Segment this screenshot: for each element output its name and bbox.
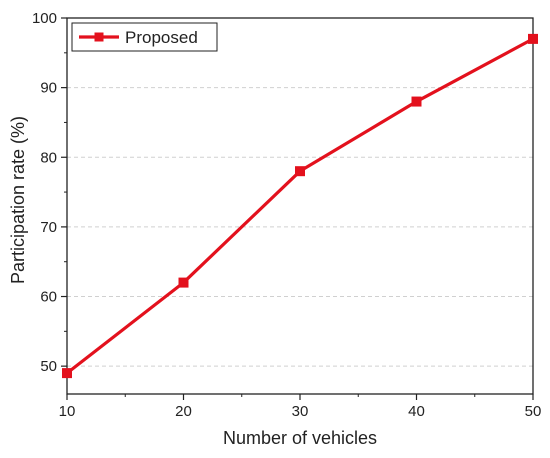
- y-tick-label-100: 100: [32, 10, 57, 27]
- y-tick-label-50: 50: [40, 358, 57, 375]
- legend-marker: [94, 32, 104, 42]
- x-tick-label-30: 30: [292, 403, 309, 420]
- y-tick-label-70: 70: [40, 219, 57, 236]
- x-tick-label-40: 40: [408, 403, 425, 420]
- x-tick-label-10: 10: [59, 403, 76, 420]
- legend[interactable]: Proposed: [71, 22, 218, 52]
- grid-lines: [67, 87, 533, 367]
- y-tick-label-80: 80: [40, 149, 57, 166]
- axes: [66, 17, 534, 395]
- y-tick-label-90: 90: [40, 80, 57, 97]
- data-point-10: [62, 368, 72, 379]
- x-axis-label: Number of vehicles: [223, 428, 377, 448]
- legend-label: Proposed: [125, 28, 198, 47]
- data-point-50: [528, 33, 538, 44]
- data-point-40: [411, 96, 422, 107]
- tick-labels: 50 60 70 80 90 100 10 20 30 40 50: [32, 10, 541, 420]
- ticks: [61, 17, 534, 400]
- y-axis-label: Participation rate (%): [8, 116, 28, 284]
- series-line-0: [66, 37, 534, 375]
- data-point-20: [178, 277, 189, 288]
- y-tick-label-60: 60: [40, 289, 57, 306]
- x-tick-label-50: 50: [525, 403, 542, 420]
- x-tick-label-20: 20: [175, 403, 192, 420]
- plot-frame: [66, 17, 534, 395]
- data-point-30: [295, 166, 305, 177]
- series-layer: [62, 33, 538, 379]
